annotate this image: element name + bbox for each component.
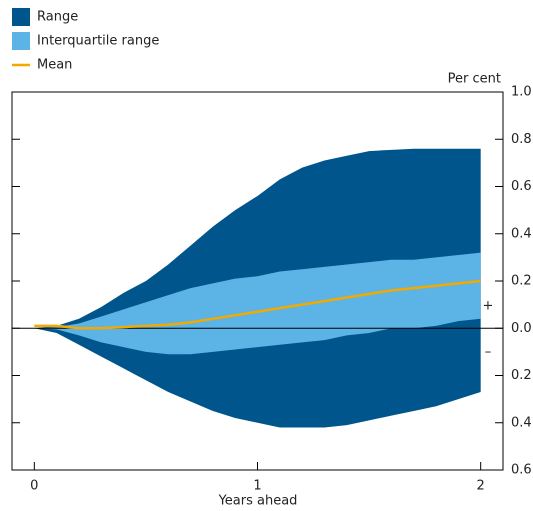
mean-line bbox=[34, 279, 481, 330]
y-tick-label: 0.8 bbox=[511, 132, 532, 147]
x-tick-label: 1 bbox=[253, 479, 261, 494]
minus-annotation: – bbox=[485, 345, 492, 360]
x-axis-label: Years ahead bbox=[218, 494, 298, 509]
legend-label: Mean bbox=[37, 58, 72, 73]
plus-annotation: + bbox=[483, 299, 494, 314]
y-tick-label: 0.2 bbox=[511, 368, 532, 383]
y-axis-label: Per cent bbox=[448, 72, 501, 87]
legend-swatch bbox=[12, 8, 30, 26]
y-tick-label: 0.4 bbox=[511, 415, 532, 430]
y-tick-label: 0.6 bbox=[511, 463, 532, 478]
x-tick-label: 0 bbox=[30, 479, 38, 494]
legend-label: Range bbox=[37, 10, 78, 25]
x-tick-label: 2 bbox=[477, 479, 485, 494]
legend-label: Interquartile range bbox=[37, 34, 159, 49]
y-tick-label: 0.6 bbox=[511, 179, 532, 194]
range-band bbox=[34, 252, 481, 355]
y-tick-label: 0.4 bbox=[511, 226, 532, 241]
y-tick-label: 0.2 bbox=[511, 274, 532, 289]
legend-swatch bbox=[12, 32, 30, 50]
y-tick-label: 0.0 bbox=[511, 321, 532, 336]
y-tick-label: 1.0 bbox=[511, 85, 532, 100]
